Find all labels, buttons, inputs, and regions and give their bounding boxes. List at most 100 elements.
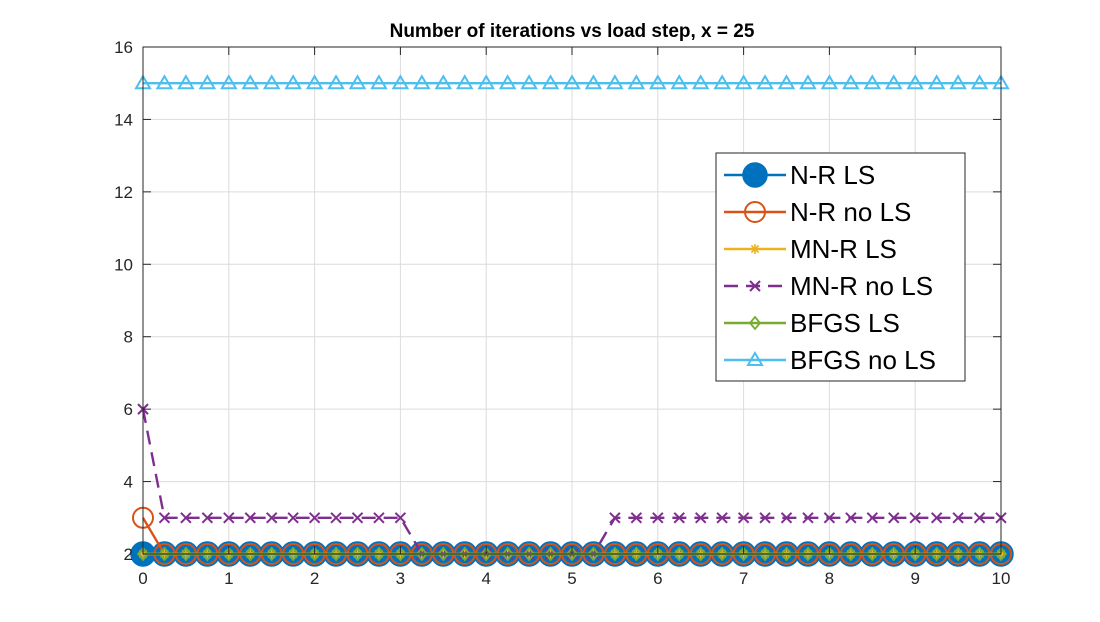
x-tick-label: 0	[138, 569, 147, 588]
data-point	[522, 546, 536, 562]
data-point	[262, 74, 281, 90]
data-point	[179, 546, 193, 562]
legend-marker	[748, 315, 762, 331]
x-tick-label: 1	[224, 569, 233, 588]
legend-item: MN-R LS	[724, 234, 897, 264]
y-tick-label: 16	[114, 38, 133, 57]
data-point	[480, 546, 493, 562]
data-point	[370, 74, 388, 90]
data-point	[866, 546, 879, 562]
data-point	[177, 74, 195, 90]
data-point	[609, 512, 621, 524]
data-point	[780, 512, 793, 524]
data-point	[265, 512, 278, 524]
data-point	[348, 74, 367, 90]
data-point	[906, 74, 924, 90]
data-point	[223, 512, 235, 524]
data-point	[970, 74, 989, 90]
data-point	[627, 74, 646, 90]
data-point	[713, 74, 731, 90]
data-point	[220, 74, 238, 90]
data-point	[994, 546, 1008, 562]
legend-marker	[750, 244, 760, 254]
legend-item: BFGS no LS	[724, 345, 936, 375]
data-point	[391, 74, 410, 90]
data-point	[158, 546, 171, 562]
data-point	[327, 74, 345, 90]
data-point	[201, 512, 214, 524]
x-tick-label: 2	[310, 569, 319, 588]
data-point	[394, 546, 407, 562]
data-point	[888, 512, 900, 524]
data-point	[694, 546, 707, 562]
legend-item: BFGS LS	[724, 308, 900, 338]
data-point	[351, 512, 364, 524]
data-point	[673, 546, 686, 562]
data-point	[241, 74, 259, 90]
data-point	[437, 546, 450, 562]
data-point	[136, 546, 150, 562]
legend-label: N-R no LS	[790, 197, 911, 227]
data-point	[434, 74, 453, 90]
data-point	[284, 74, 302, 90]
data-point	[973, 546, 986, 562]
data-point	[155, 74, 174, 90]
x-tick-label: 3	[396, 569, 405, 588]
data-point	[949, 74, 967, 90]
data-point	[823, 512, 836, 524]
legend-label: BFGS no LS	[790, 345, 936, 375]
data-point	[330, 512, 342, 524]
data-point	[673, 512, 685, 524]
data-point	[413, 74, 431, 90]
data-point	[885, 74, 903, 90]
data-point	[584, 74, 603, 90]
data-point	[823, 546, 836, 562]
legend-box	[715, 152, 966, 382]
x-tick-label: 5	[567, 569, 576, 588]
data-point	[563, 74, 581, 90]
data-point	[734, 74, 753, 90]
data-point	[565, 546, 579, 562]
data-point	[670, 74, 688, 90]
legend-marker	[744, 201, 766, 223]
data-point	[780, 546, 793, 562]
data-point	[606, 74, 624, 90]
data-point	[930, 546, 943, 562]
legend: N-R LS N-R no LS MN-R LS MN-R no LS BFGS LS B…	[715, 152, 966, 382]
x-tick-label: 6	[653, 569, 662, 588]
data-point	[973, 512, 986, 524]
data-point	[373, 512, 385, 524]
data-point	[180, 512, 192, 524]
x-tick-label: 10	[992, 569, 1011, 588]
y-tick-label: 10	[114, 255, 133, 274]
data-point	[630, 512, 643, 524]
data-point	[758, 546, 772, 562]
data-point	[909, 546, 922, 562]
data-point	[477, 74, 495, 90]
data-point	[287, 512, 299, 524]
data-point	[222, 546, 235, 562]
data-point	[308, 512, 321, 524]
legend-label: N-R LS	[790, 160, 875, 190]
data-point	[415, 546, 429, 562]
data-point	[866, 512, 879, 524]
data-point	[756, 74, 774, 90]
data-point	[265, 546, 278, 562]
x-tick-label: 8	[825, 569, 834, 588]
data-point	[863, 74, 882, 90]
data-point	[244, 512, 256, 524]
x-tick-label: 9	[910, 569, 919, 588]
data-point	[329, 546, 343, 562]
data-point	[649, 74, 667, 90]
legend-item: MN-R no LS	[724, 271, 933, 301]
data-point	[651, 546, 664, 562]
data-point	[498, 74, 517, 90]
data-point	[541, 74, 560, 90]
data-point	[286, 546, 300, 562]
data-point	[351, 546, 364, 562]
data-point	[844, 546, 858, 562]
data-point	[691, 74, 710, 90]
data-point	[759, 512, 771, 524]
